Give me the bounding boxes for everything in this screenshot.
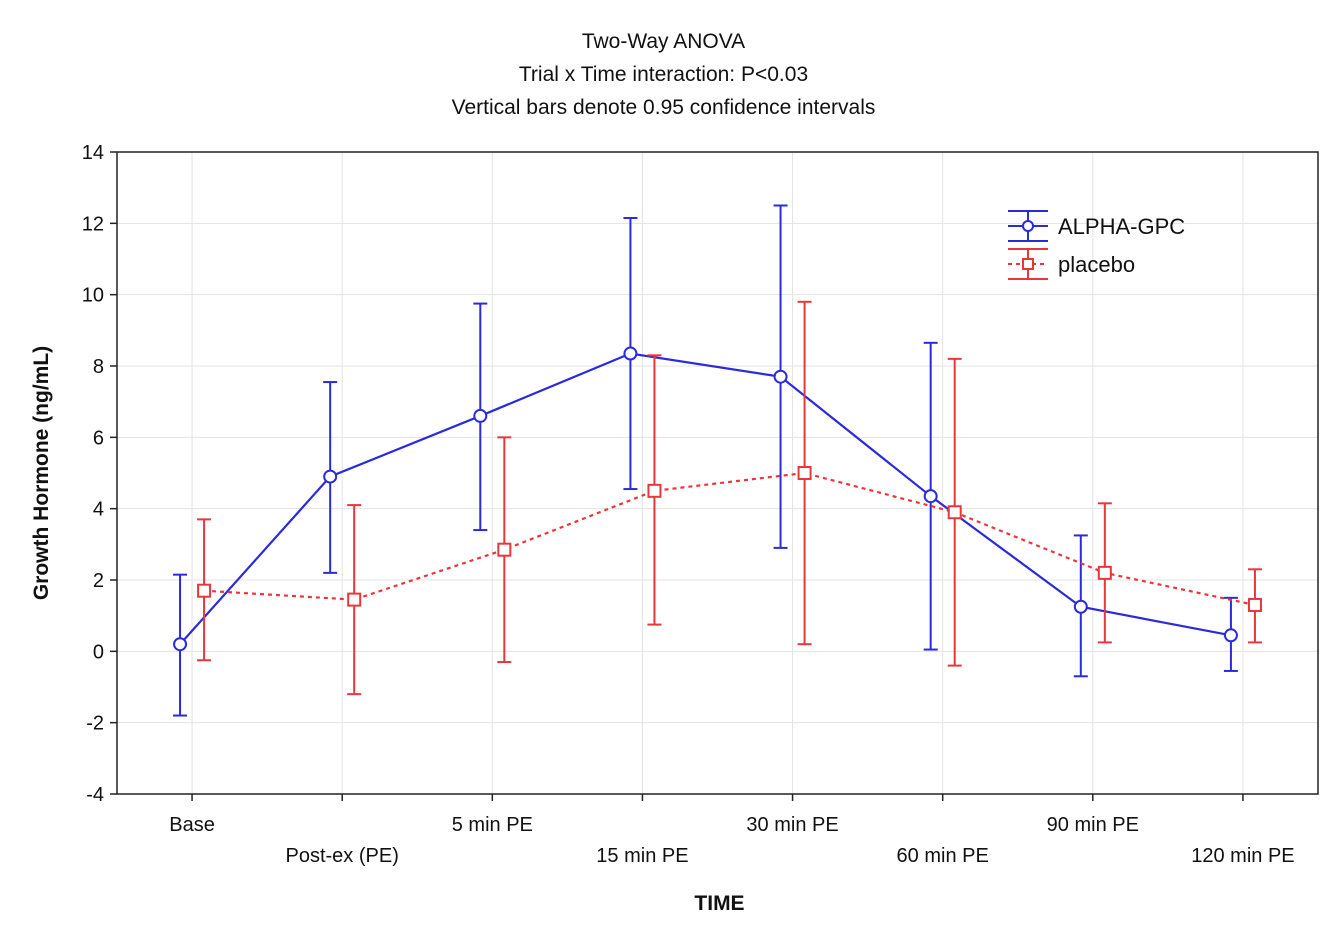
data-point-placebo — [197, 583, 212, 598]
grid — [117, 151, 1318, 795]
data-point-placebo — [497, 542, 512, 557]
x-tick-label-5-min-pe: 5 min PE — [452, 814, 533, 836]
data-point-alpha-gpc — [473, 408, 488, 423]
series-placebo — [197, 300, 1262, 696]
chart-subtitle-1: Trial x Time interaction: P<0.03 — [518, 63, 809, 86]
legend-item-alpha-gpc: ALPHA-GPC — [1008, 210, 1185, 242]
data-point-placebo — [647, 483, 662, 498]
y-tick-label: 2 — [93, 570, 104, 592]
data-point-alpha-gpc — [1073, 599, 1088, 614]
x-tick-label-60-min-pe: 60 min PE — [897, 845, 989, 867]
series-line-placebo — [204, 471, 1256, 607]
y-tick-label: 10 — [82, 285, 104, 307]
data-point-placebo — [347, 592, 362, 607]
x-tick-label-90-min-pe: 90 min PE — [1047, 814, 1139, 836]
data-point-placebo — [1247, 597, 1262, 612]
x-tick-label-post-ex-pe: Post-ex (PE) — [286, 845, 399, 867]
data-point-alpha-gpc — [173, 637, 188, 652]
x-tick-label-15-min-pe: 15 min PE — [596, 845, 688, 867]
y-tick-label: 4 — [93, 499, 104, 521]
data-point-alpha-gpc — [923, 489, 938, 504]
series-line-alpha-gpc — [179, 352, 1232, 645]
x-tick-label-base: Base — [169, 814, 215, 836]
y-tick-label: 12 — [82, 213, 104, 235]
x-axis: Base Post-ex (PE) 5 min PE 15 min PE 30 min … — [169, 794, 1295, 867]
legend-marker — [1022, 258, 1034, 270]
data-point-alpha-gpc — [323, 469, 338, 484]
x-tick-label-120-min-pe: 120 min PE — [1191, 845, 1294, 867]
plot-area-frame — [116, 151, 1319, 795]
data-point-alpha-gpc — [773, 369, 788, 384]
y-tick-label: 0 — [93, 641, 104, 663]
data-point-placebo — [1097, 565, 1112, 580]
chart-title: Two-Way ANOVA — [581, 30, 746, 53]
chart-subtitle-2: Vertical bars denote 0.95 confidence int… — [451, 96, 876, 119]
y-tick-label: 8 — [93, 356, 104, 378]
legend-item-placebo: placebo — [1008, 248, 1135, 280]
y-tick-label: -4 — [86, 784, 104, 806]
series-group — [173, 204, 1262, 717]
x-tick-label-30-min-pe: 30 min PE — [746, 814, 838, 836]
x-axis-label: TIME — [694, 892, 744, 915]
legend-symbol-alpha-gpc — [1008, 210, 1048, 242]
data-point-placebo — [947, 505, 962, 520]
y-axis: -4 -2 0 2 4 6 8 10 12 14 — [82, 142, 117, 806]
y-tick-label: 6 — [93, 427, 104, 449]
legend-label-alpha-gpc: ALPHA-GPC — [1058, 214, 1185, 239]
data-point-alpha-gpc — [623, 346, 638, 361]
y-tick-label: -2 — [86, 713, 104, 735]
legend-label-placebo: placebo — [1058, 252, 1135, 277]
data-point-placebo — [797, 466, 812, 480]
legend: ALPHA-GPC placebo — [1008, 210, 1185, 280]
legend-symbol-placebo — [1008, 248, 1048, 280]
data-point-alpha-gpc — [1223, 628, 1238, 643]
series-alpha-gpc — [173, 204, 1238, 717]
legend-marker — [1022, 220, 1034, 232]
y-tick-label: 14 — [82, 142, 104, 164]
y-axis-label: Growth Hormone (ng/mL) — [30, 346, 53, 600]
